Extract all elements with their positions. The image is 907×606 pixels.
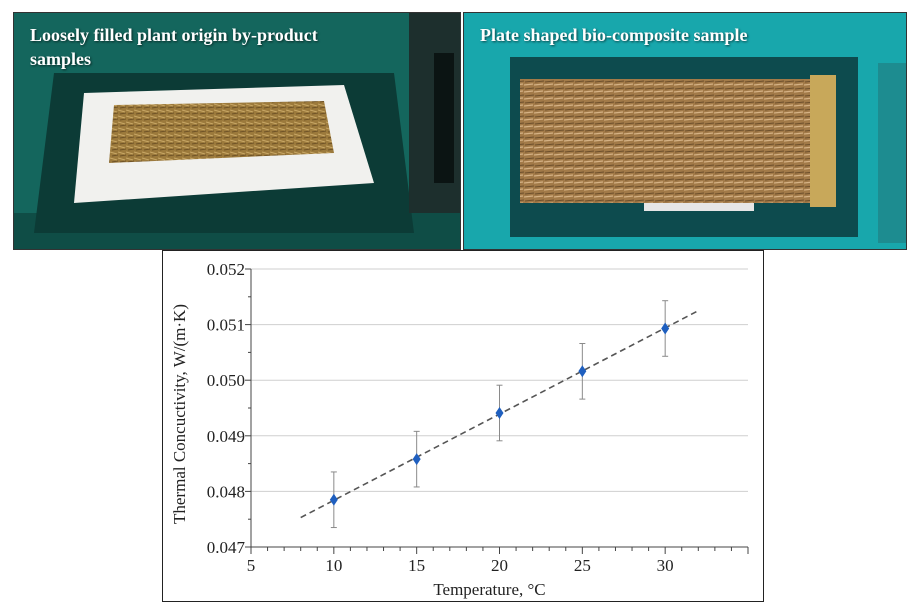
x-tick-label: 25 [574,556,591,575]
y-tick-label: 0.047 [207,538,246,557]
data-point [578,365,587,378]
y-tick-label: 0.048 [207,482,245,501]
photo-loosely-filled-sample: Loosely filled plant origin by-product s… [13,12,461,250]
chart-plot-area: 0.047 0.048 0.049 0.050 0.051 0.052 5 10 15 20 25 3… [170,260,749,599]
photo-caption-left-line2: samples [30,49,92,69]
chart-points [329,300,670,529]
data-point [412,453,421,466]
chart-x-axis-label: Temperature, °C [433,580,545,599]
chart-y-axis-label: Thermal Concuctivity, W/(m·K) [170,304,189,524]
chart-grid [251,268,748,492]
x-tick-label: 15 [408,556,425,575]
x-tick-label: 10 [325,556,342,575]
photo-caption-left-line1: Loosely filled plant origin by-product [30,25,318,45]
y-tick-label: 0.052 [207,260,245,279]
photo-right-illustration [464,13,906,249]
photo-caption-left: Loosely filled plant origin by-product s… [30,23,318,71]
y-tick-label: 0.050 [207,371,245,390]
y-tick-label: 0.051 [207,316,245,335]
x-tick-label: 30 [657,556,674,575]
x-tick-label: 5 [247,556,256,575]
data-point [661,322,670,335]
photo-caption-right: Plate shaped bio-composite sample [480,25,748,45]
photo-plate-shaped-sample: Plate shaped bio-composite sample [463,12,907,250]
y-tick-label: 0.049 [207,427,245,446]
data-point [495,407,504,420]
thermal-conductivity-chart: 0.047 0.048 0.049 0.050 0.051 0.052 5 10 15 20 25 3… [162,250,764,602]
chart-axes [245,268,749,554]
data-point [329,493,338,506]
x-tick-label: 20 [491,556,508,575]
photo-left-illustration [14,13,460,249]
chart-ticks: 0.047 0.048 0.049 0.050 0.051 0.052 5 10 15 20 25 3… [207,260,674,575]
